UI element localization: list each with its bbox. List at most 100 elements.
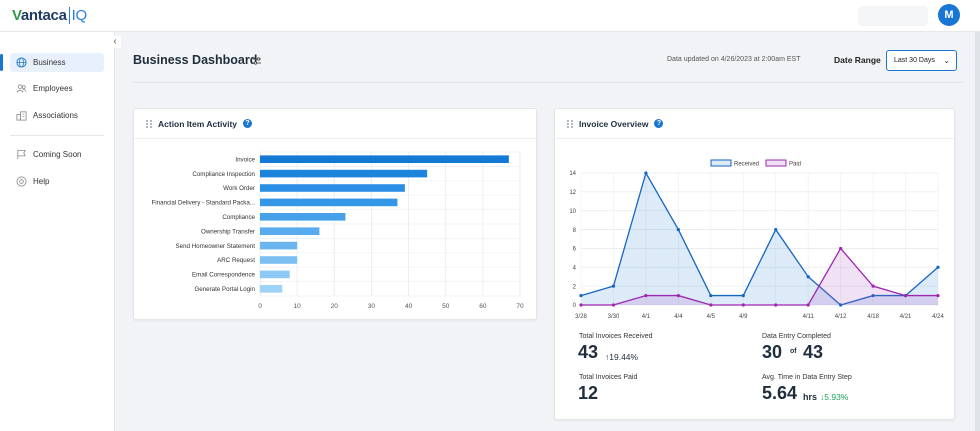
action-item-bar-chart: 0 10 20 30 40 50 60 70 Invoice Compliance Inspect… — [151, 151, 524, 310]
data-point — [871, 284, 875, 288]
data-point — [839, 246, 843, 251]
y-tick-label: 6 — [573, 247, 577, 253]
x-tick-label: 4/21 — [900, 314, 912, 320]
flag-icon — [17, 149, 26, 160]
avg-time-unit: hrs — [803, 392, 818, 402]
data-point — [871, 293, 875, 298]
legend-swatch — [710, 159, 732, 167]
x-tick-label: 0 — [258, 303, 262, 310]
bar — [260, 155, 509, 163]
y-category-label: Send Homeowner Statement — [176, 243, 256, 250]
bar — [260, 213, 346, 221]
x-tick-label: 50 — [442, 303, 450, 310]
y-category-label: Work Order — [223, 185, 255, 192]
globe-icon — [16, 57, 27, 68]
legend-label: Received — [734, 162, 759, 168]
sidebar-item-label: Coming Soon — [33, 150, 82, 159]
title-divider — [133, 82, 963, 83]
sidebar-item-label: Help — [33, 177, 50, 186]
help-icon — [16, 176, 27, 187]
series-line — [580, 171, 939, 306]
y-category-label: Generate Portal Login — [194, 286, 255, 293]
topbar-placeholder — [858, 6, 928, 26]
total-received-value: 43 — [578, 342, 599, 362]
total-paid-value: 12 — [578, 383, 599, 403]
sidebar-item-coming-soon[interactable]: Coming Soon — [10, 145, 104, 164]
series-area — [581, 173, 938, 305]
sidebar-item-business[interactable]: Business — [10, 53, 104, 72]
series-area — [581, 248, 938, 305]
y-tick-label: 2 — [573, 284, 577, 290]
of-text: of — [790, 348, 797, 355]
card-title: Invoice Overview — [579, 118, 649, 129]
bar — [260, 256, 298, 264]
card-title: Action Item Activity — [158, 118, 238, 129]
data-point — [611, 303, 616, 307]
bar — [260, 184, 405, 192]
data-point — [839, 303, 843, 307]
x-tick-label: 3/28 — [575, 314, 587, 320]
data-point — [806, 275, 810, 279]
data-entry-completed-label: Data Entry Completed — [762, 333, 831, 340]
sidebar-collapse-icon[interactable]: ‹ — [109, 36, 121, 48]
date-range-select[interactable]: Last 30 Days ⌄ — [886, 50, 957, 71]
sidebar-divider — [10, 135, 104, 136]
data-point — [709, 303, 713, 307]
data-point — [709, 293, 713, 298]
buildings-icon — [16, 111, 27, 121]
sidebar-item-help[interactable]: Help — [10, 172, 104, 191]
y-tick-label: 0 — [573, 303, 577, 309]
settings-sliders-icon[interactable] — [252, 56, 262, 66]
y-category-label: Compliance — [222, 214, 255, 221]
data-point — [936, 265, 940, 269]
sidebar-item-employees[interactable]: Employees — [10, 79, 104, 98]
series-line — [581, 247, 938, 306]
x-tick-label: 4/11 — [803, 314, 815, 320]
avg-time-label: Avg. Time in Data Entry Step — [762, 374, 852, 381]
page-title: Business Dashboard — [133, 53, 258, 67]
x-tick-label: 4/4 — [674, 314, 683, 320]
help-icon[interactable]: ? — [654, 119, 664, 128]
user-avatar[interactable]: M — [938, 4, 960, 26]
data-point — [903, 293, 908, 298]
help-icon[interactable]: ? — [243, 119, 253, 128]
received-change: ↑19.44% — [605, 352, 639, 362]
x-tick-label: 70 — [516, 303, 524, 310]
active-indicator — [0, 54, 3, 71]
chevron-down-icon: ⌄ — [943, 56, 950, 65]
x-tick-label: 4/5 — [707, 314, 716, 320]
x-tick-label: 4/24 — [932, 314, 944, 320]
y-category-label: Invoice — [235, 156, 255, 163]
drag-handle-icon[interactable] — [567, 119, 573, 128]
y-category-label: ARC Request — [217, 257, 255, 264]
legend-swatch — [765, 159, 787, 167]
x-tick-label: 60 — [479, 303, 487, 310]
x-tick-label: 30 — [368, 303, 376, 310]
avg-time-value: 5.64 — [762, 383, 798, 403]
card-header: Invoice Overview ? — [555, 109, 954, 139]
data-point — [774, 227, 778, 232]
data-point — [611, 284, 616, 288]
x-tick-label: 40 — [405, 303, 413, 310]
y-category-label: Financial Delivery - Standard Packa... — [151, 200, 255, 207]
top-bar: Vantaca IQ M — [0, 0, 980, 32]
y-category-label: Compliance Inspection — [192, 171, 255, 178]
x-tick-label: 4/1 — [642, 314, 651, 320]
data-point — [676, 227, 680, 232]
data-point — [741, 303, 745, 307]
y-tick-label: 4 — [573, 265, 577, 271]
data-point — [774, 303, 778, 307]
action-item-card: Action Item Activity ? 0 10 20 30 40 50 60 70 In… — [133, 108, 537, 320]
sidebar-item-label: Business — [33, 58, 66, 67]
sidebar-item-label: Associations — [33, 111, 78, 120]
sidebar-item-associations[interactable]: Associations — [10, 106, 104, 125]
x-tick-label: 4/12 — [835, 314, 847, 320]
total-paid-label: Total Invoices Paid — [579, 374, 638, 381]
x-tick-label: 3/30 — [608, 314, 620, 320]
bar — [260, 169, 428, 178]
sidebar: ‹ Business Employees Associations Coming… — [0, 32, 121, 431]
app-logo[interactable]: Vantaca IQ — [12, 7, 87, 24]
scrollbar[interactable] — [975, 32, 980, 431]
data-point — [741, 293, 745, 298]
drag-handle-icon[interactable] — [146, 119, 152, 128]
